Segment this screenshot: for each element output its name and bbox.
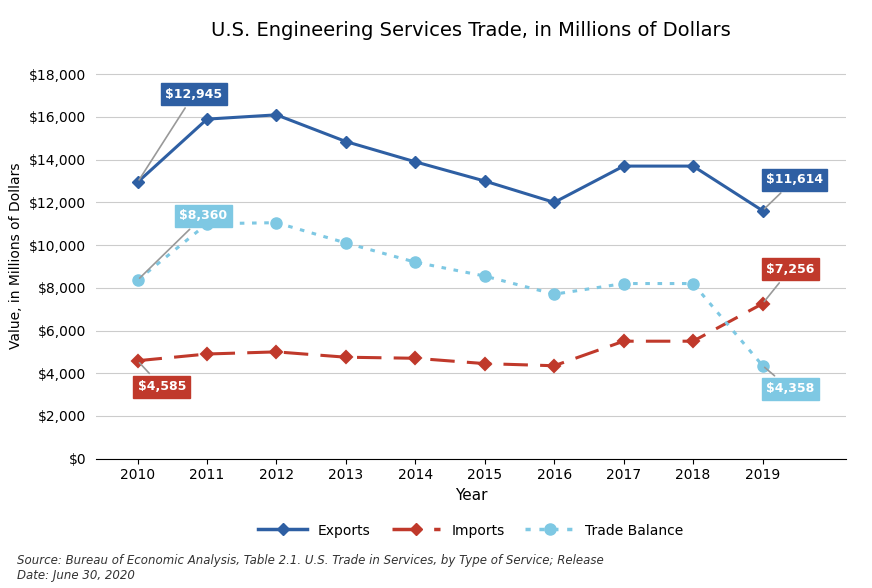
Text: $12,945: $12,945 xyxy=(139,88,222,180)
Title: U.S. Engineering Services Trade, in Millions of Dollars: U.S. Engineering Services Trade, in Mill… xyxy=(211,21,731,40)
Imports xyxy=(688,338,698,345)
Text: $11,614: $11,614 xyxy=(765,173,823,209)
Trade Balance xyxy=(271,219,282,226)
Exports xyxy=(757,207,767,214)
Exports xyxy=(480,178,490,185)
Y-axis label: Value, in Millions of Dollars: Value, in Millions of Dollars xyxy=(10,162,24,349)
Imports xyxy=(757,300,767,307)
Imports xyxy=(271,348,282,355)
Trade Balance xyxy=(618,280,629,287)
Imports xyxy=(480,360,490,367)
Text: $4,585: $4,585 xyxy=(138,363,186,393)
Trade Balance xyxy=(410,259,420,266)
Exports xyxy=(549,199,560,206)
X-axis label: Year: Year xyxy=(454,488,487,503)
Trade Balance xyxy=(688,280,698,287)
Imports xyxy=(201,350,212,358)
Exports xyxy=(410,158,420,165)
Imports xyxy=(341,353,351,360)
Exports xyxy=(688,162,698,169)
Trade Balance xyxy=(201,220,212,228)
Trade Balance xyxy=(480,273,490,280)
Line: Imports: Imports xyxy=(133,299,766,370)
Exports xyxy=(618,162,629,169)
Imports xyxy=(549,362,560,369)
Legend: Exports, Imports, Trade Balance: Exports, Imports, Trade Balance xyxy=(253,519,689,543)
Trade Balance xyxy=(133,276,143,283)
Trade Balance xyxy=(757,362,767,369)
Trade Balance xyxy=(341,239,351,246)
Line: Trade Balance: Trade Balance xyxy=(132,217,768,371)
Line: Exports: Exports xyxy=(133,111,766,215)
Text: Source: Bureau of Economic Analysis, Table 2.1. U.S. Trade in Services, by Type : Source: Bureau of Economic Analysis, Tab… xyxy=(17,554,604,582)
Exports xyxy=(201,116,212,123)
Exports xyxy=(271,111,282,118)
Text: $8,360: $8,360 xyxy=(140,209,228,278)
Imports xyxy=(133,357,143,364)
Text: $7,256: $7,256 xyxy=(764,263,814,302)
Imports xyxy=(618,338,629,345)
Text: $4,358: $4,358 xyxy=(765,368,814,396)
Trade Balance xyxy=(549,290,560,298)
Exports xyxy=(341,138,351,145)
Imports xyxy=(410,355,420,362)
Exports xyxy=(133,179,143,186)
